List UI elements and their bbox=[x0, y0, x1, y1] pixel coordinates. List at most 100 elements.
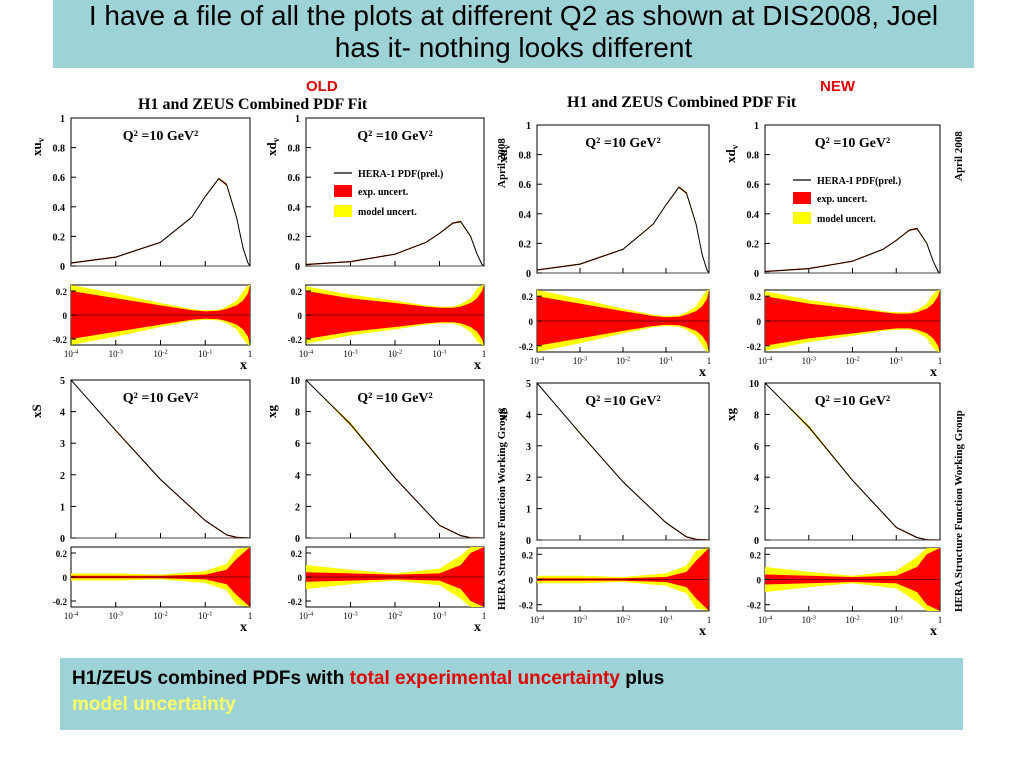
new-xg-ytick-label: 10 bbox=[749, 379, 759, 390]
old-xdv-ylabel: xdv bbox=[264, 137, 281, 156]
old-xg-ratio-ytick-label: -0.2 bbox=[288, 597, 303, 607]
new-xg-q2-annotation: Q² =10 GeV² bbox=[815, 394, 890, 409]
old-xdv-ratio-ytick-label: -0.2 bbox=[288, 335, 303, 345]
new-xuv-xtick-label: 10-2 bbox=[616, 355, 630, 366]
old-xS-ratio-ytick-label: -0.2 bbox=[53, 597, 68, 607]
new-xdv-legend-exp-swatch bbox=[793, 192, 811, 204]
old-xuv-ratio-ytick-label: 0.2 bbox=[56, 287, 68, 297]
old-xuv-q2-annotation: Q² =10 GeV² bbox=[123, 129, 198, 144]
old-xuv-central-line bbox=[70, 178, 251, 267]
old-xS-ytick-label: 4 bbox=[60, 408, 65, 419]
old-xuv-ratio-ytick-label: -0.2 bbox=[53, 335, 68, 345]
new-xg-central-line bbox=[764, 382, 941, 541]
old-xg-ytick-label: 2 bbox=[295, 502, 300, 513]
new-xuv-ytick-label: 0 bbox=[526, 269, 531, 280]
old-xdv-legend-exp-swatch bbox=[334, 185, 352, 197]
old-xg-xtick-label: 1 bbox=[482, 611, 487, 621]
old-xuv-ylabel: xuv bbox=[29, 137, 46, 156]
new-xdv-ytick-label: 0.6 bbox=[747, 180, 760, 191]
new-xS-ytick-label: 0 bbox=[526, 536, 531, 547]
new-xdv-ytick-label: 0.4 bbox=[747, 210, 760, 221]
old-xg-ytick-label: 0 bbox=[295, 534, 300, 545]
new-column-label: NEW bbox=[820, 78, 855, 95]
new-xg-ytick-label: 2 bbox=[754, 505, 759, 516]
new-xuv-ratio-ytick-label: 0.2 bbox=[522, 292, 534, 302]
old-xdv-ytick-label: 0.2 bbox=[288, 232, 301, 243]
new-xS-ytick-label: 3 bbox=[526, 442, 531, 453]
new-xg-xlabel: x bbox=[930, 624, 937, 639]
new-xg-ytick-label: 0 bbox=[754, 536, 759, 547]
old-xg-ratio-ytick-label: 0 bbox=[298, 573, 303, 583]
old-xdv-xtick-label: 10-3 bbox=[343, 348, 357, 359]
new-xdv-xtick-label: 10-4 bbox=[758, 355, 773, 366]
new-xuv-xtick-label: 10-4 bbox=[530, 355, 545, 366]
old-xS-main-frame bbox=[70, 379, 251, 539]
new-xuv-ytick-label: 1 bbox=[526, 121, 531, 132]
old-xg-xtick-label: 10-3 bbox=[343, 610, 357, 621]
old-xS-xtick-label: 10-4 bbox=[64, 610, 79, 621]
caption-model-uncertainty: model uncertainty bbox=[72, 694, 236, 715]
caption-text: H1/ZEUS combined PDFs with total experim… bbox=[72, 666, 952, 718]
new-xS-main-frame bbox=[536, 382, 710, 541]
new-xuv-xtick-label: 10-1 bbox=[659, 355, 673, 366]
old-xdv-ytick-label: 0.4 bbox=[288, 203, 301, 214]
new-xuv-xtick-label: 10-3 bbox=[573, 355, 587, 366]
new-xg-ytick-label: 4 bbox=[754, 473, 759, 484]
new-xuv-ratio-ytick-label: 0 bbox=[529, 317, 534, 327]
new-xuv-ytick-label: 0.6 bbox=[519, 180, 532, 191]
old-xg-ytick-label: 6 bbox=[295, 439, 300, 450]
caption-box: H1/ZEUS combined PDFs with total experim… bbox=[60, 658, 963, 730]
new-xdv-ytick-label: 1 bbox=[754, 121, 759, 132]
old-column-label: OLD bbox=[306, 78, 338, 95]
new-xuv-ytick-label: 0.8 bbox=[519, 151, 532, 162]
new-xdv-legend-model: model uncert. bbox=[817, 214, 876, 225]
new-xS-q2-annotation: Q² =10 GeV² bbox=[585, 394, 660, 409]
old-xg-main-frame bbox=[305, 379, 485, 539]
new-xdv-xtick-label: 10-3 bbox=[802, 355, 816, 366]
old-xg-central-line bbox=[305, 379, 485, 539]
old-xg-xtick-label: 10-2 bbox=[388, 610, 402, 621]
new-xS-xtick-label: 1 bbox=[707, 615, 712, 625]
old-xS-ytick-label: 1 bbox=[60, 502, 65, 513]
old-xdv-ratio-ytick-label: 0.2 bbox=[291, 287, 303, 297]
new-xdv-ratio-ytick-label: 0.2 bbox=[750, 292, 762, 302]
caption-exp-uncertainty: total experimental uncertainty bbox=[349, 668, 620, 689]
old-xS-ratio-ytick-label: 0.2 bbox=[56, 549, 68, 559]
new-xuv-central-line bbox=[536, 186, 710, 274]
old-xdv-legend-model: model uncert. bbox=[358, 207, 417, 218]
old-xuv-xtick-label: 10-1 bbox=[198, 348, 212, 359]
new-xS-ratio-ytick-label: 0.2 bbox=[522, 550, 534, 560]
new-xdv-xtick-label: 1 bbox=[938, 356, 943, 366]
new-xdv-legend-exp: exp. uncert. bbox=[817, 194, 868, 205]
new-figure-title: H1 and ZEUS Combined PDF Fit bbox=[567, 94, 797, 111]
old-xdv-ytick-label: 0 bbox=[295, 262, 300, 273]
new-xdv-xlabel: x bbox=[930, 365, 937, 380]
old-xg-ylabel: xg bbox=[264, 405, 279, 419]
old-xS-ytick-label: 3 bbox=[60, 439, 65, 450]
new-xg-xtick-label: 1 bbox=[938, 615, 943, 625]
old-xuv-ytick-label: 0 bbox=[60, 262, 65, 273]
old-xS-xtick-label: 10-1 bbox=[198, 610, 212, 621]
old-xS-central-line bbox=[70, 379, 251, 539]
new-xuv-ratio-ytick-label: -0.2 bbox=[519, 342, 534, 352]
old-xuv-xtick-label: 1 bbox=[248, 349, 253, 359]
old-xS-ratio-ytick-label: 0 bbox=[63, 573, 68, 583]
new-xdv-xtick-label: 10-2 bbox=[845, 355, 859, 366]
old-xdv-legend-model-swatch bbox=[334, 205, 352, 217]
old-xuv-xtick-label: 10-4 bbox=[64, 348, 79, 359]
old-xS-ylabel: xS bbox=[29, 404, 44, 418]
slide-title: I have a file of all the plots at differ… bbox=[88, 0, 939, 63]
old-xg-q2-annotation: Q² =10 GeV² bbox=[357, 391, 432, 406]
old-xdv-legend-exp: exp. uncert. bbox=[358, 187, 409, 198]
old-xdv-ratio-ytick-label: 0 bbox=[298, 311, 303, 321]
new-xS-xlabel: x bbox=[699, 624, 706, 639]
old-xS-ytick-label: 0 bbox=[60, 534, 65, 545]
new-xuv-xlabel: x bbox=[699, 365, 706, 380]
new-xg-ratio-ytick-label: 0 bbox=[757, 576, 762, 586]
old-xuv-xtick-label: 10-3 bbox=[109, 348, 123, 359]
new-xuv-ytick-label: 0.2 bbox=[519, 239, 532, 250]
new-xuv-ytick-label: 0.4 bbox=[519, 210, 532, 221]
old-xdv-central-line bbox=[305, 221, 485, 267]
new-xg-xtick-label: 10-4 bbox=[758, 614, 773, 625]
